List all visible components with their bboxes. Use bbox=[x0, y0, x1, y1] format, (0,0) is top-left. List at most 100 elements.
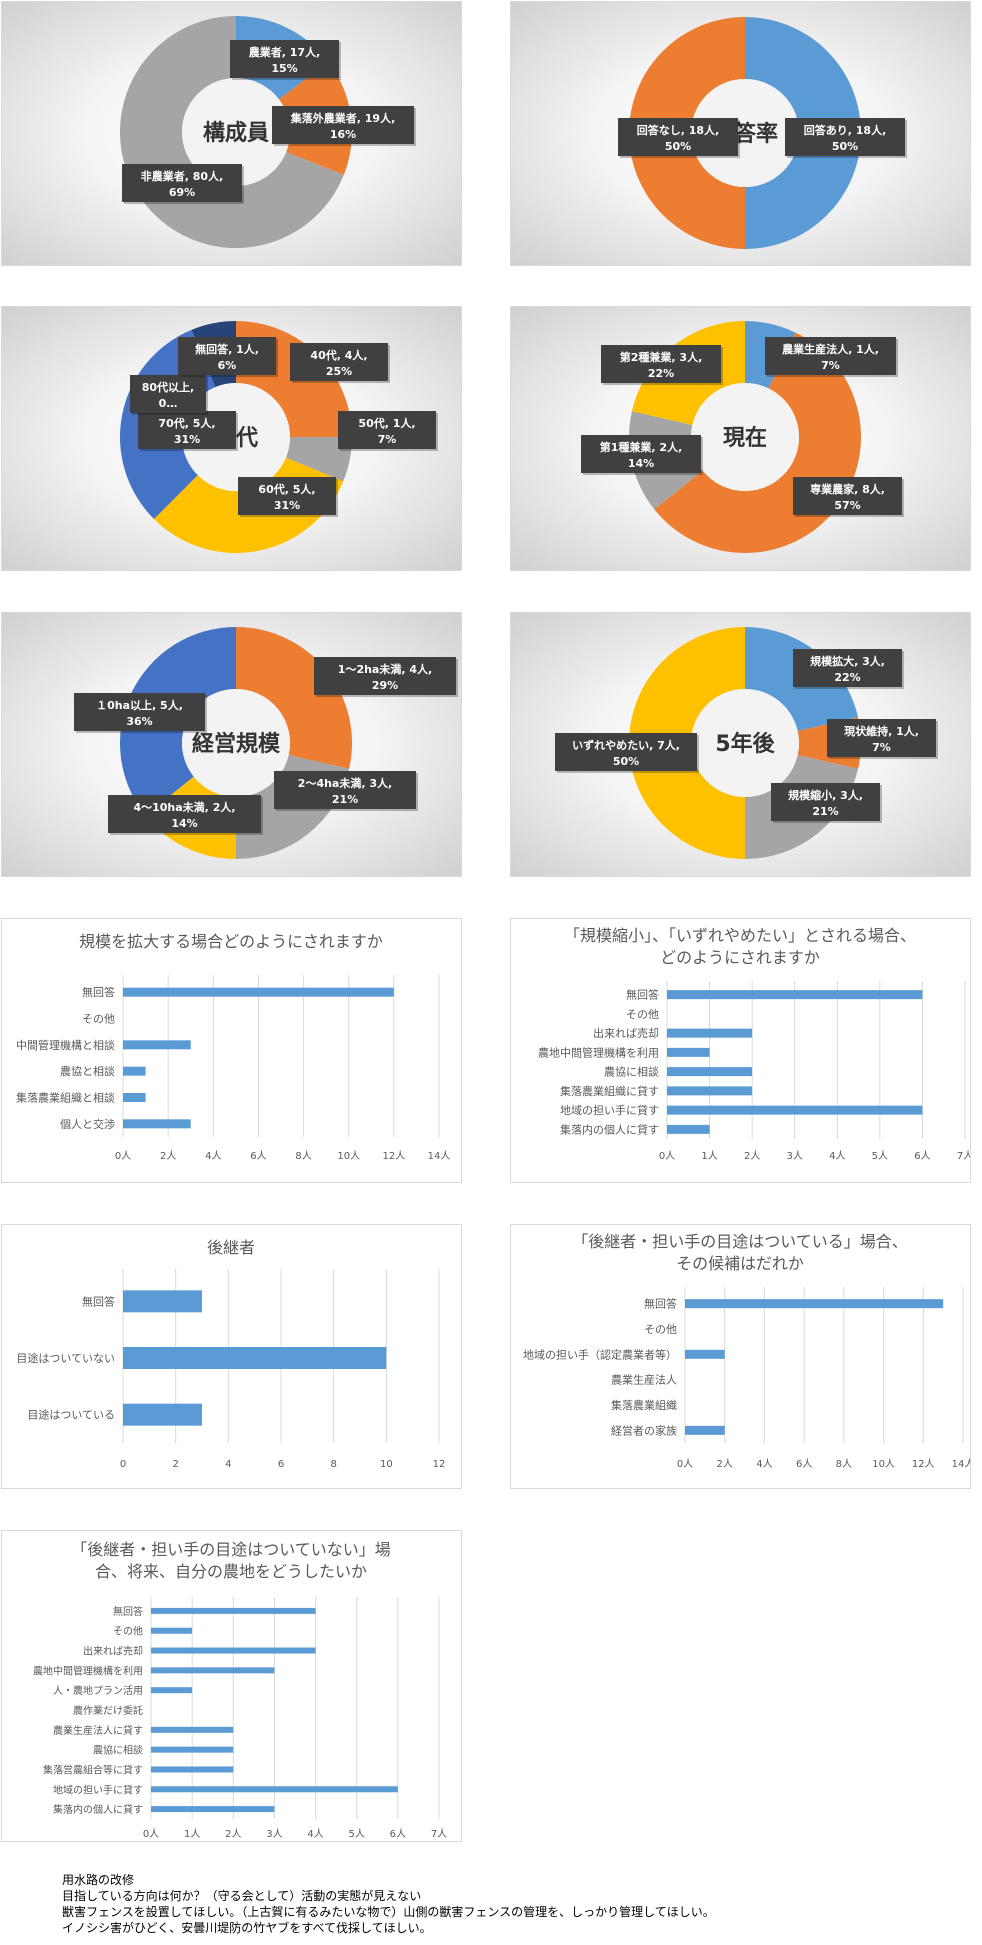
x-tick-label: 0人 bbox=[143, 1828, 159, 1840]
bar bbox=[667, 990, 923, 1000]
svg-text:集落外農業者, 19人,: 集落外農業者, 19人, bbox=[290, 111, 396, 125]
donut-hole bbox=[182, 689, 290, 797]
svg-text:57%: 57% bbox=[834, 499, 860, 512]
bar bbox=[685, 1299, 944, 1309]
donut-center-label: 5年後 bbox=[715, 731, 775, 757]
category-label: 中間管理機構と相談 bbox=[16, 1038, 115, 1052]
svg-text:22%: 22% bbox=[648, 367, 674, 380]
bar bbox=[667, 1067, 753, 1077]
bar bbox=[667, 1028, 753, 1038]
future5-donut-panel: 5年後 規模拡大, 3人, 22% 現状維持, 1人, 7% 規模縮小, 3人, 21% いず… bbox=[510, 612, 971, 877]
x-tick-label: 14人 bbox=[952, 1458, 970, 1470]
donut-data-label: 回答なし, 18人, 50% bbox=[618, 118, 740, 158]
x-tick-label: 0人 bbox=[659, 1150, 675, 1162]
svg-text:4～10ha未満, 2人,: 4～10ha未満, 2人, bbox=[133, 800, 235, 814]
x-tick-label: 2 bbox=[172, 1459, 178, 1470]
donut-data-label: 非農業者, 80人, 69% bbox=[122, 164, 244, 204]
category-label: 個人と交渉 bbox=[60, 1117, 115, 1131]
x-tick-label: 0人 bbox=[115, 1150, 131, 1162]
category-label: 無回答 bbox=[82, 985, 115, 999]
svg-text:規模縮小, 3人,: 規模縮小, 3人, bbox=[788, 788, 863, 802]
bar bbox=[151, 1647, 316, 1654]
svg-text:回答あり, 18人,: 回答あり, 18人, bbox=[804, 123, 887, 137]
donut-hole bbox=[691, 383, 799, 491]
donut-data-label: 80代以上, 0… bbox=[130, 375, 208, 415]
donut-center-label: 現在 bbox=[723, 425, 767, 451]
category-label: 無回答 bbox=[644, 1297, 677, 1311]
svg-text:69%: 69% bbox=[169, 186, 195, 199]
expand-bar-chart: 規模を拡大する場合どのようにされますか 0人 2人 4人 6人 8人 10人 12人 14人 無回… bbox=[16, 932, 451, 1162]
x-tick-label: 7人 bbox=[957, 1150, 970, 1162]
svg-text:29%: 29% bbox=[372, 679, 398, 692]
svg-text:7%: 7% bbox=[872, 741, 891, 754]
donut-data-label: 40代, 4人, 25% bbox=[290, 343, 390, 383]
svg-text:専業農家, 8人,: 専業農家, 8人, bbox=[810, 482, 885, 496]
category-label: 無回答 bbox=[626, 988, 659, 1002]
svg-text:50%: 50% bbox=[832, 140, 858, 153]
response-donut-chart: 回答率 回答あり, 18人,50%回答なし, 18人,50% bbox=[618, 17, 907, 249]
x-tick-label: 6 bbox=[278, 1459, 284, 1470]
donut-data-label: 70代, 5人, 31% bbox=[138, 411, 238, 451]
svg-text:規模拡大, 3人,: 規模拡大, 3人, bbox=[810, 654, 885, 668]
scale-donut-panel: 経営規模 1～2ha未満, 4人, 29% 2～4ha未満, 3人, 21% 4～10ha… bbox=[1, 612, 462, 877]
bar bbox=[151, 1627, 193, 1634]
svg-text:１0ha以上, 5人,: １0ha以上, 5人, bbox=[96, 698, 183, 712]
donut-slice-1 bbox=[236, 627, 352, 769]
bar bbox=[151, 1687, 193, 1694]
chart-title: その候補はだれか bbox=[676, 1254, 804, 1273]
category-label: 集落農業組織に貸す bbox=[560, 1084, 659, 1098]
x-tick-label: 4人 bbox=[205, 1150, 221, 1162]
category-label: 出来れば売却 bbox=[593, 1026, 659, 1040]
bar bbox=[151, 1766, 234, 1773]
x-tick-label: 14人 bbox=[428, 1150, 451, 1162]
x-tick-label: 10 bbox=[380, 1459, 393, 1470]
category-label: 目途はついている bbox=[27, 1408, 115, 1422]
x-tick-label: 7人 bbox=[431, 1828, 447, 1840]
chart-title: 後継者 bbox=[207, 1238, 255, 1257]
age-donut-panel: 年代40代, 4人,25%50代, 1人,7%60代, 5人,31%70代, 5… bbox=[1, 306, 462, 571]
x-tick-label: 3人 bbox=[266, 1828, 282, 1840]
category-label: 経営者の家族 bbox=[611, 1423, 677, 1437]
candidate-bar-chart: 「後継者・担い手の目途はついている」場合、その候補はだれか 0人 2人 4人 6人 8人 1… bbox=[523, 1232, 970, 1470]
category-label: その他 bbox=[82, 1013, 115, 1026]
category-label: 農地中間管理機構を利用 bbox=[538, 1045, 659, 1059]
donut-data-label: 専業農家, 8人, 57% bbox=[793, 477, 904, 517]
svg-text:40代, 4人,: 40代, 4人, bbox=[310, 348, 367, 362]
svg-text:25%: 25% bbox=[326, 365, 352, 378]
svg-text:1～2ha未満, 4人,: 1～2ha未満, 4人, bbox=[338, 662, 432, 676]
bar bbox=[123, 1040, 191, 1050]
members-donut-chart: 構成員 農業者, 17人, 15% 集落外農業者, 19人, 16% 非農業者, 80人,… bbox=[119, 16, 416, 248]
svg-text:15%: 15% bbox=[271, 62, 297, 75]
bar bbox=[685, 1425, 725, 1435]
category-label: 地域の担い手（認定農業者等） bbox=[523, 1347, 677, 1361]
svg-text:2～4ha未満, 3人,: 2～4ha未満, 3人, bbox=[298, 776, 392, 790]
x-tick-label: 12人 bbox=[912, 1458, 935, 1470]
x-tick-label: 1人 bbox=[184, 1828, 200, 1840]
current-donut-chart: 現在 農業生産法人, 1人, 7% 専業農家, 8人, 57% 第1種兼業, 2人, 14%… bbox=[581, 321, 904, 553]
svg-text:第1種兼業, 2人,: 第1種兼業, 2人, bbox=[600, 440, 683, 454]
bar bbox=[151, 1806, 275, 1813]
svg-text:36%: 36% bbox=[126, 715, 152, 728]
current-donut-panel: 現在 農業生産法人, 1人, 7% 専業農家, 8人, 57% 第1種兼業, 2人, 14%… bbox=[510, 306, 971, 571]
x-tick-label: 10人 bbox=[872, 1458, 895, 1470]
donut-slice-2 bbox=[285, 437, 352, 482]
chart-title: 「後継者・担い手の目途はついている」場合、 bbox=[572, 1232, 908, 1251]
svg-text:7%: 7% bbox=[821, 359, 840, 372]
donut-hole bbox=[691, 79, 799, 187]
svg-text:31%: 31% bbox=[174, 433, 200, 446]
svg-text:0…: 0… bbox=[159, 397, 178, 410]
svg-text:回答なし, 18人,: 回答なし, 18人, bbox=[637, 123, 720, 137]
bar bbox=[123, 1093, 146, 1102]
x-tick-label: 6人 bbox=[914, 1150, 930, 1162]
bar bbox=[667, 1124, 710, 1134]
category-label: 出来れば売却 bbox=[83, 1645, 143, 1658]
future5-donut-chart: 5年後 規模拡大, 3人, 22% 現状維持, 1人, 7% 規模縮小, 3人, 21% いず… bbox=[555, 627, 938, 859]
donut-data-label: 50代, 1人, 7% bbox=[338, 411, 438, 451]
svg-text:16%: 16% bbox=[330, 128, 356, 141]
svg-text:農業者, 17人,: 農業者, 17人, bbox=[249, 45, 321, 59]
donut-data-label: 農業生産法人, 1人, 7% bbox=[765, 337, 898, 377]
donut-data-label: いずれやめたい, 7人, 50% bbox=[555, 733, 699, 773]
svg-text:80代以上,: 80代以上, bbox=[142, 380, 195, 394]
donut-data-label: 規模拡大, 3人, 22% bbox=[793, 649, 904, 689]
category-label: 農地中間管理機構を利用 bbox=[33, 1664, 143, 1677]
